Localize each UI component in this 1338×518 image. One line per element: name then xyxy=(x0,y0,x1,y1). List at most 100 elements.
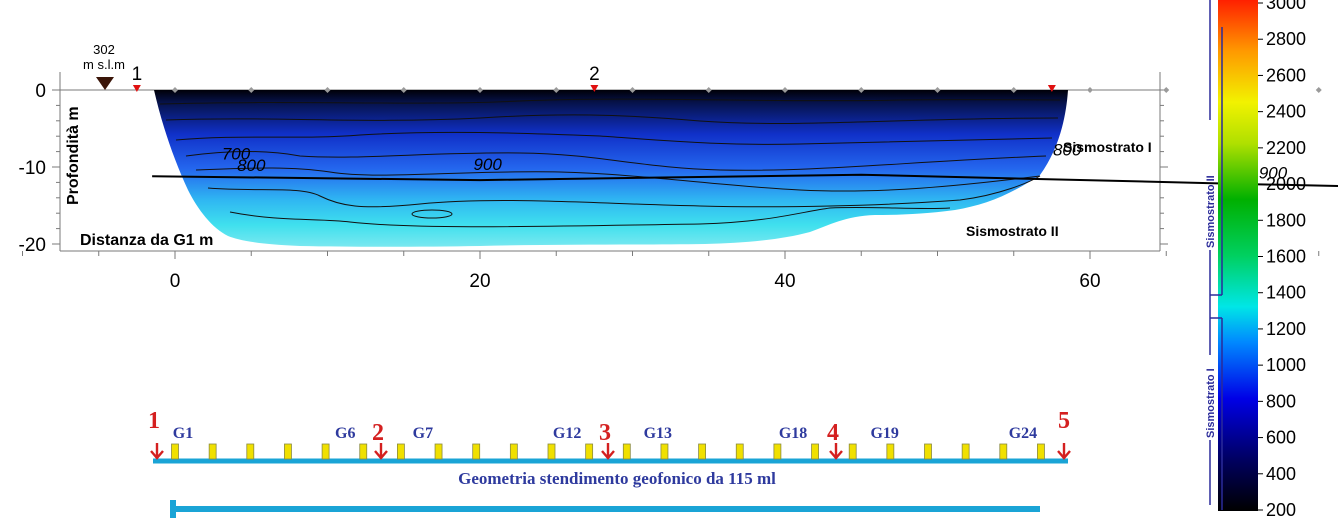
shot-arrow-icon xyxy=(601,443,615,460)
colorbar-tick-label: 1200 xyxy=(1266,319,1306,339)
surface-geophone xyxy=(400,87,407,93)
contour-line xyxy=(207,175,1041,208)
surface-geophone xyxy=(782,87,788,93)
surface-geophone xyxy=(172,87,178,93)
geophone-box xyxy=(924,443,932,460)
colorbar-tick-label: 1600 xyxy=(1266,247,1306,267)
contour-line xyxy=(159,98,1061,105)
colorbar-scale xyxy=(1218,0,1258,511)
surface-geophone xyxy=(1315,87,1322,93)
contour-line xyxy=(165,114,1059,124)
geophone-box xyxy=(472,443,481,460)
colorbar-layer-label-2: Sismostrato II xyxy=(1205,175,1217,248)
y-tick-label: -10 xyxy=(19,158,46,179)
elevation-unit: m s.l.m xyxy=(83,57,125,72)
colorbar-tick-label: 200 xyxy=(1266,500,1296,518)
geophone-label: G24 xyxy=(1009,425,1037,442)
contour-label: 900 xyxy=(473,155,502,174)
colorbar: 200 400 600 800 1000 1200 1400 1600 1800 2000 2200… xyxy=(1205,0,1306,518)
colorbar-tick-label: 3000 xyxy=(1266,0,1306,13)
contour-line xyxy=(229,206,951,228)
surface-geophone xyxy=(248,87,255,93)
colorbar-tick-label: 2600 xyxy=(1266,65,1306,85)
geophone-box xyxy=(585,443,594,460)
geophone-box xyxy=(773,443,782,460)
geophone-box xyxy=(961,443,970,460)
geophone-box xyxy=(171,443,179,460)
geophone-box xyxy=(359,443,368,460)
elevation-value: 302 xyxy=(93,42,115,57)
geometry-shot-number: 3 xyxy=(599,420,611,446)
geophone-box xyxy=(886,443,895,460)
geophone-box xyxy=(547,443,556,460)
geophone-label: G19 xyxy=(870,425,898,442)
colorbar-tick-label: 2400 xyxy=(1266,102,1306,122)
geophone-label: G13 xyxy=(644,425,672,442)
y-tick-label: 0 xyxy=(35,81,46,102)
y-tick-marks: 0 -10 -20 xyxy=(19,81,1168,256)
surface-geophone xyxy=(553,87,560,93)
contour-label: 700 xyxy=(222,144,251,163)
x-tick-label: 40 xyxy=(774,271,795,292)
colorbar-tick-label: 800 xyxy=(1266,391,1296,411)
surface-geophone xyxy=(858,87,865,93)
layer-label-lower: Sismostrato II xyxy=(966,223,1059,239)
array-geometry: G1 G6 G7 G12 G13 G18 G19 G24 1 2 3 4 5 Geometria st… xyxy=(148,408,1071,518)
x-tick-label: 20 xyxy=(469,271,490,292)
contour-label: 900 xyxy=(1259,164,1288,183)
shot-arrow-icon xyxy=(150,443,164,460)
contour-line xyxy=(195,167,1041,192)
geophone-box xyxy=(1037,443,1045,460)
shot-marker xyxy=(1047,85,1056,92)
colorbar-tick-label: 600 xyxy=(1266,428,1296,448)
surface-geophone xyxy=(629,87,636,93)
geophone-box xyxy=(999,443,1008,460)
geophone-box xyxy=(321,443,330,460)
geophone-label: G7 xyxy=(413,425,433,442)
velocity-contours xyxy=(159,98,1061,228)
contour-label: 800 xyxy=(237,156,266,175)
geometry-shot-number: 4 xyxy=(827,420,839,446)
shot-marker xyxy=(590,85,599,92)
geophone-box xyxy=(735,443,744,460)
x-axis-label: Distanza da G1 m xyxy=(80,232,213,249)
shot-marker xyxy=(132,85,141,92)
elevation-triangle-icon xyxy=(96,77,114,90)
geophone-box xyxy=(396,443,405,460)
contour-label: 800 xyxy=(1053,140,1082,159)
layer-label-upper: Sismostrato I xyxy=(1063,139,1152,155)
surface-geophone xyxy=(705,87,712,93)
geophone-label: G6 xyxy=(335,425,355,442)
colorbar-tick-label: 400 xyxy=(1266,464,1296,484)
contour-lens xyxy=(411,209,453,219)
geometry-shot-number: 2 xyxy=(372,420,384,446)
shot-label: 1 xyxy=(132,64,143,85)
contour-line xyxy=(175,131,1053,145)
x-tick-label: 60 xyxy=(1079,271,1100,292)
x-tick-label: 0 xyxy=(170,271,181,292)
colorbar-layer-label-1: Sismostrato I xyxy=(1205,368,1217,438)
layer-interface-line xyxy=(152,173,1338,188)
geophone-label: G1 xyxy=(173,425,193,442)
geophone-box xyxy=(698,443,706,460)
geophone-label: G18 xyxy=(779,425,807,442)
shot-arrow-icon xyxy=(1057,443,1071,460)
surface-geophone xyxy=(1163,87,1170,93)
geophone-box xyxy=(811,443,819,460)
colorbar-tick-label: 1000 xyxy=(1266,355,1306,375)
colorbar-tick-label: 2200 xyxy=(1266,138,1306,158)
geometry-shot-number: 5 xyxy=(1058,408,1070,434)
surface-geophone xyxy=(1087,87,1093,93)
surface-geophone xyxy=(477,87,483,93)
geophone-label: G12 xyxy=(553,425,581,442)
colorbar-tick-label: 2800 xyxy=(1266,29,1306,49)
colorbar-tick-label: 2000 xyxy=(1266,174,1306,194)
geophone-box xyxy=(434,443,443,460)
geophone-box xyxy=(509,443,518,460)
shot-arrow-icon xyxy=(374,443,388,460)
geophone-box xyxy=(622,443,631,460)
colorbar-tick-label: 1800 xyxy=(1266,210,1306,230)
surface-geophone xyxy=(1010,87,1017,93)
